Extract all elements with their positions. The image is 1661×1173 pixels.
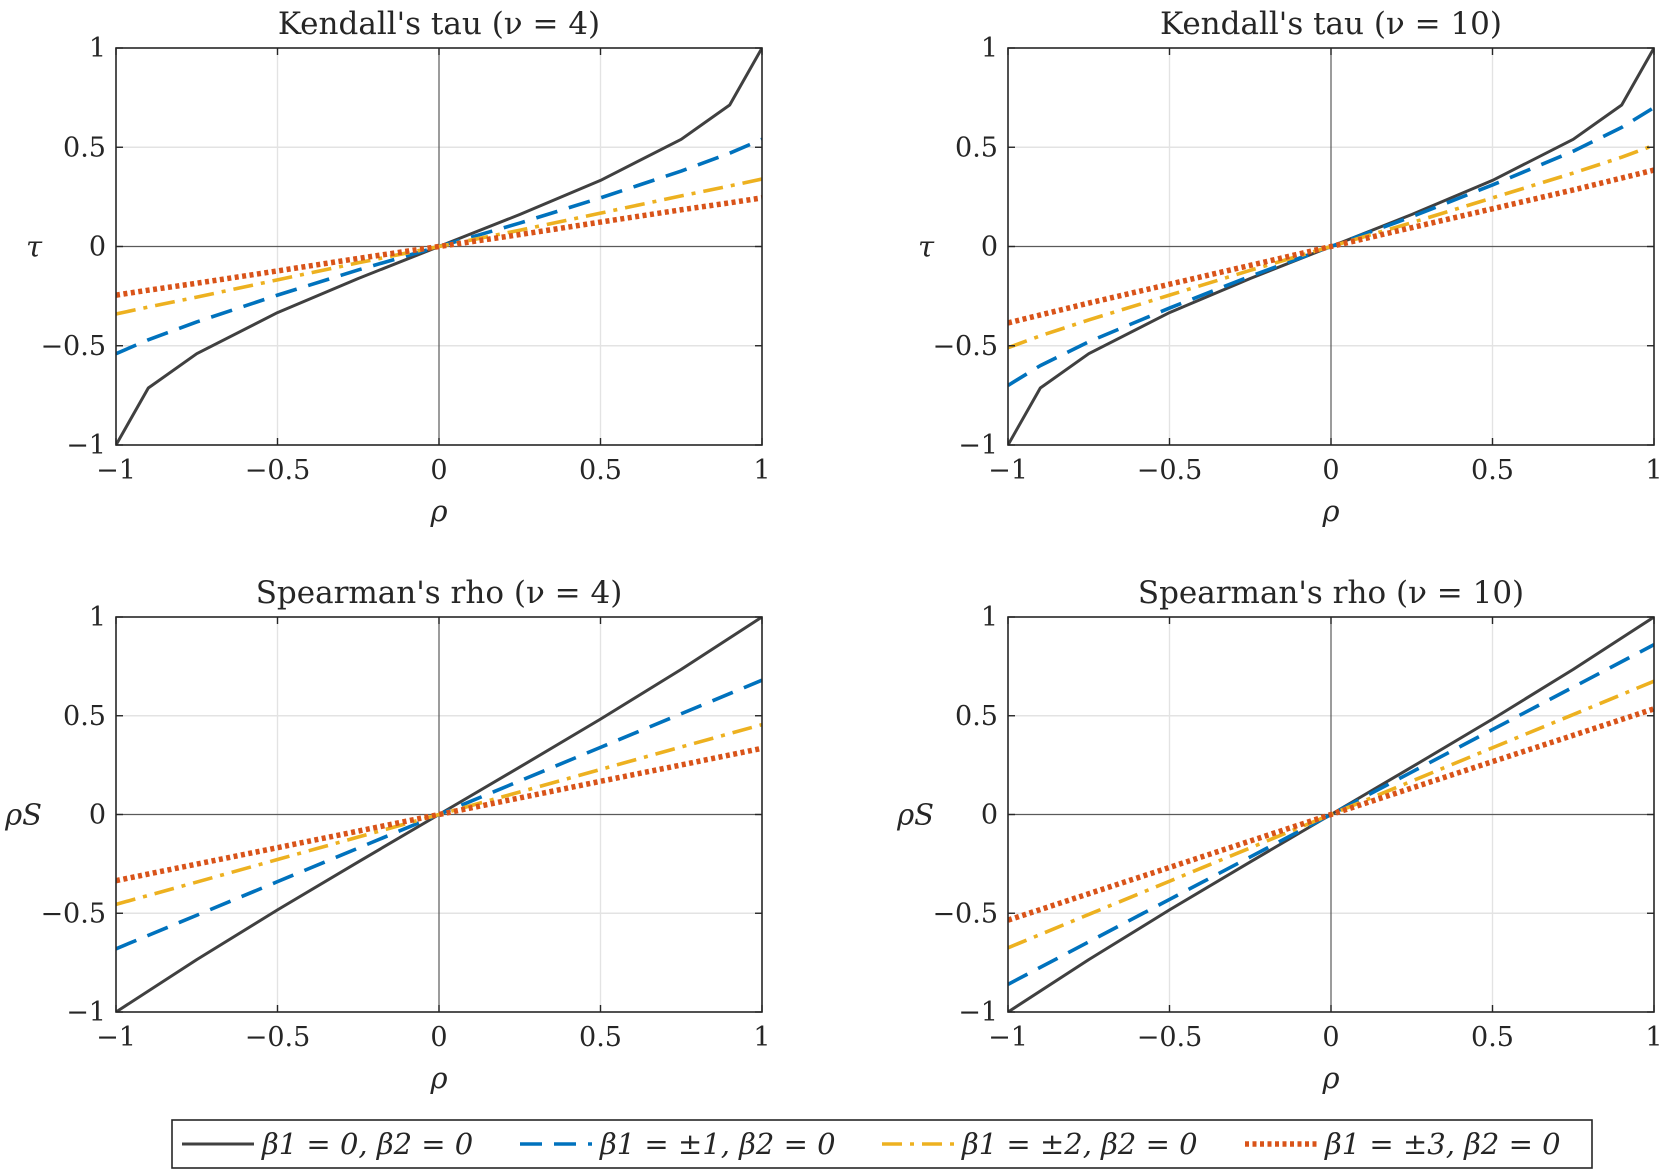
y-tick-label: −0.5: [932, 898, 998, 929]
x-tick-label: 0.5: [579, 455, 622, 486]
series-line-4: [1008, 706, 1654, 923]
x-tick-label: −1: [96, 1022, 136, 1053]
y-tick-label: 1: [981, 602, 998, 633]
x-axis-label: ρ: [1321, 1061, 1339, 1095]
x-tick-label: 0: [430, 455, 447, 486]
legend-label: β1 = ±1, β2 = 0: [599, 1127, 836, 1161]
x-axis-label: ρ: [429, 494, 447, 528]
x-tick-label: −1: [988, 455, 1028, 486]
y-tick-label: −1: [958, 430, 998, 461]
legend-label: β1 = ±2, β2 = 0: [961, 1127, 1198, 1161]
y-tick-label: 0: [89, 800, 106, 831]
legend-label: β1 = ±3, β2 = 0: [1324, 1127, 1561, 1161]
y-tick-label: −1: [66, 997, 106, 1028]
x-tick-label: −0.5: [1137, 455, 1203, 486]
y-tick-label: −0.5: [40, 331, 106, 362]
y-axis-label: ρS: [4, 798, 42, 832]
x-tick-label: 1: [1645, 1022, 1661, 1053]
y-tick-label: 0.5: [955, 701, 998, 732]
chart-title: Kendall's tau (ν = 4): [278, 6, 600, 42]
y-axis-label: τ: [26, 230, 43, 264]
legend-label: β1 = 0, β2 = 0: [261, 1127, 473, 1161]
series-line-2: [1008, 643, 1654, 986]
series-line-4: [116, 745, 762, 884]
x-axis-label: ρ: [1321, 494, 1339, 528]
y-tick-label: 1: [89, 33, 106, 64]
y-tick-label: 0.5: [955, 132, 998, 163]
x-tick-label: −0.5: [1137, 1022, 1203, 1053]
x-tick-label: −1: [96, 455, 136, 486]
y-axis-label: ρS: [896, 798, 934, 832]
y-tick-label: 0.5: [63, 701, 106, 732]
y-tick-label: 0: [89, 232, 106, 263]
y-tick-label: −1: [958, 997, 998, 1028]
chart-title: Spearman's rho (ν = 10): [1138, 575, 1524, 611]
x-tick-label: 1: [1645, 455, 1661, 486]
y-tick-label: 0.5: [63, 132, 106, 163]
x-tick-label: 0.5: [579, 1022, 622, 1053]
legend-item-3: β1 = ±2, β2 = 0: [882, 1127, 1198, 1161]
y-axis-label: τ: [918, 230, 935, 264]
y-tick-label: −0.5: [932, 331, 998, 362]
x-tick-label: −0.5: [245, 455, 311, 486]
chart-panel-2: −1 −0.5 0 0.5 1 −1 −0.5 0 0.5 1 Kendall's tau (ν =…: [918, 6, 1661, 528]
y-tick-label: −1: [66, 430, 106, 461]
series-line-4: [1008, 167, 1654, 326]
series-line-3: [116, 177, 762, 316]
chart-title: Spearman's rho (ν = 4): [256, 575, 623, 611]
legend: β1 = 0, β2 = 0 β1 = ±1, β2 = 0 β1 = ±2, β2…: [171, 1119, 1593, 1169]
chart-panel-4: −1 −0.5 0 0.5 1 −1 −0.5 0 0.5 1 Spearman's rho (ν …: [896, 575, 1661, 1095]
x-tick-label: −1: [988, 1022, 1028, 1053]
y-tick-label: −0.5: [40, 898, 106, 929]
x-tick-label: −0.5: [245, 1022, 311, 1053]
chart-title: Kendall's tau (ν = 10): [1160, 6, 1502, 42]
x-tick-label: 0.5: [1471, 1022, 1514, 1053]
y-tick-label: 0: [981, 800, 998, 831]
chart-panel-1: −1 −0.5 0 0.5 1 −1 −0.5 0 0.5 1 Kendall's tau (ν =…: [26, 6, 771, 528]
legend-item-2: β1 = ±1, β2 = 0: [520, 1127, 836, 1161]
x-tick-label: 0: [1322, 1022, 1339, 1053]
x-tick-label: 0.5: [1471, 455, 1514, 486]
x-tick-label: 1: [753, 1022, 770, 1053]
chart-panel-3: −1 −0.5 0 0.5 1 −1 −0.5 0 0.5 1 Spearman's rho (ν …: [4, 575, 771, 1095]
y-tick-label: 1: [89, 602, 106, 633]
legend-item-4: β1 = ±3, β2 = 0: [1245, 1127, 1561, 1161]
series-line-4: [116, 195, 762, 298]
series-line-3: [116, 722, 762, 907]
x-tick-label: 0: [1322, 455, 1339, 486]
x-tick-label: 0: [430, 1022, 447, 1053]
legend-item-1: β1 = 0, β2 = 0: [182, 1127, 473, 1161]
y-tick-label: 0: [981, 232, 998, 263]
x-tick-label: 1: [753, 455, 770, 486]
y-tick-label: 1: [981, 33, 998, 64]
x-axis-label: ρ: [429, 1061, 447, 1095]
